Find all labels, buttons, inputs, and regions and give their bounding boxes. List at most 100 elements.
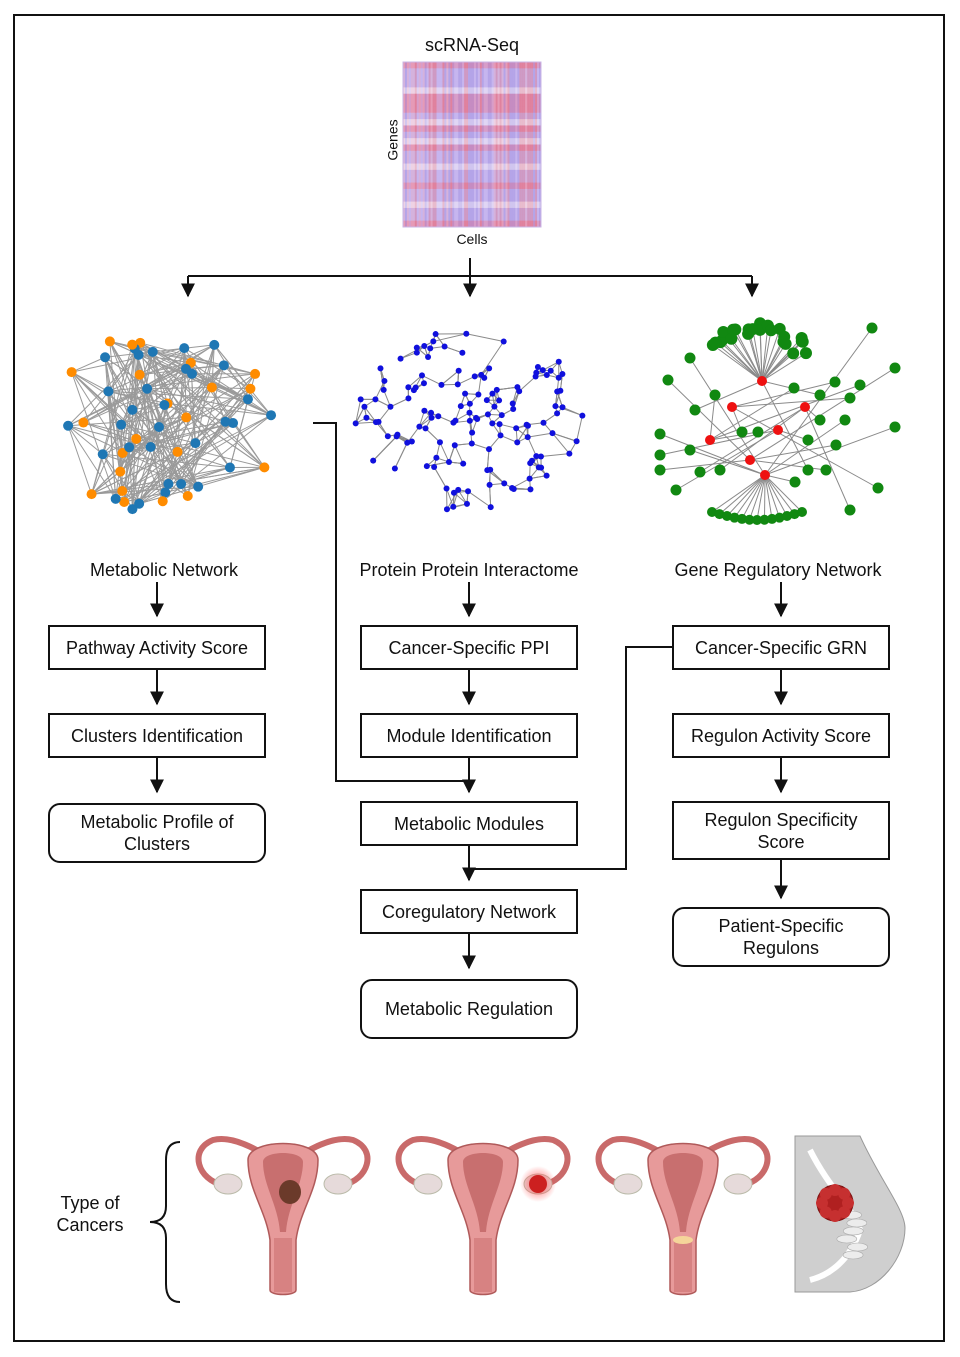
breast-lobule — [836, 1234, 858, 1244]
metabolic-edge — [108, 344, 215, 392]
ppi-node — [423, 463, 430, 470]
patient-specific-regulons-box: Patient-Specific Regulons — [672, 907, 890, 967]
ppi-node — [438, 381, 445, 388]
metabolic-node — [127, 404, 138, 415]
tumor-lobe — [829, 1210, 841, 1222]
grn-node — [802, 464, 814, 476]
ppi-node — [421, 343, 428, 350]
heatmap-cell-column — [477, 62, 480, 227]
vaginal-canal — [274, 1238, 292, 1292]
metabolic-regulation-box: Metabolic Regulation — [360, 979, 578, 1039]
heatmap-cell-column — [507, 62, 510, 227]
ppi-edge — [355, 421, 377, 424]
grn-node — [830, 439, 842, 451]
ppi-node — [579, 412, 586, 419]
heatmap-gene-row — [403, 169, 541, 177]
grn-edge — [749, 367, 896, 461]
heatmap-cell-column — [422, 62, 425, 227]
heatmap-cell-column — [454, 62, 457, 227]
metabolic-edge — [132, 362, 192, 411]
ovary-right — [323, 1173, 353, 1195]
grn-node — [670, 484, 682, 496]
ppi-node — [526, 475, 533, 482]
heatmap-cell-column — [464, 62, 467, 227]
heatmap-cell-column — [523, 62, 526, 227]
grn-edge — [761, 353, 794, 382]
ovary-left — [613, 1173, 643, 1195]
heatmap-cell-column — [414, 62, 417, 227]
metabolic-node — [134, 369, 145, 380]
metabolic-node — [117, 485, 128, 496]
metabolic-node — [157, 496, 168, 507]
heatmap-gene-row — [403, 74, 541, 82]
grn-edge — [734, 474, 766, 518]
metabolic-node — [116, 419, 127, 430]
figure-frame — [13, 14, 945, 1342]
grn-node — [872, 482, 884, 494]
metabolic-node — [124, 442, 135, 453]
metabolic-node — [206, 382, 217, 393]
ppi-node — [471, 373, 478, 380]
ppi-edge — [439, 442, 450, 463]
metabolic-edge — [108, 390, 248, 400]
ppi-node — [393, 433, 400, 440]
ppi-node — [432, 331, 439, 338]
ppi-node — [455, 367, 462, 374]
heatmap-cell-column — [529, 62, 532, 227]
ppi-node — [404, 439, 411, 446]
ppi-edge — [516, 425, 529, 443]
grn-edge — [731, 338, 763, 382]
heatmap-cell-column — [489, 62, 492, 227]
ppi-node — [428, 409, 435, 416]
metabolic-node — [153, 422, 164, 433]
ppi-node — [527, 486, 534, 493]
grn-node — [714, 509, 725, 520]
grn-edge — [764, 474, 766, 520]
heatmap-cell-column — [408, 62, 411, 227]
metabolic-edge — [213, 344, 251, 390]
heatmap-cell-column — [521, 62, 524, 227]
ppi-node — [484, 411, 491, 418]
metabolic-edge — [168, 398, 249, 485]
ppi-node — [486, 481, 493, 488]
breast-tumor-icon — [794, 1135, 906, 1293]
grn-edge — [719, 474, 766, 515]
ppi-edge — [400, 345, 425, 360]
ppi-node — [380, 386, 387, 393]
ppi-node — [466, 417, 473, 424]
ppi-node — [416, 423, 423, 430]
ppi-node — [452, 417, 459, 424]
grn-edge — [726, 474, 766, 517]
heatmap-cell-column — [499, 62, 502, 227]
metabolic-edge — [109, 341, 166, 493]
ppi-node — [555, 358, 562, 365]
heatmap-cell-column — [438, 62, 441, 227]
metabolic-edge — [163, 404, 199, 487]
heatmap-gene-row — [403, 125, 541, 132]
grn-edge — [764, 474, 803, 513]
heatmap-cell-column — [473, 62, 476, 227]
metabolic-edge — [140, 342, 256, 375]
ppi-node — [491, 403, 498, 410]
ppi-edge — [480, 341, 505, 376]
heatmap-cell-column — [418, 62, 421, 227]
metabolic-edge — [190, 362, 272, 416]
ppi-node — [500, 338, 507, 345]
metabolic-edge — [131, 354, 140, 510]
heatmap-cell-column — [448, 62, 451, 227]
regulon-activity-score-box: Regulon Activity Score — [672, 713, 890, 758]
ppi-edge — [527, 432, 553, 438]
grn-edge — [719, 406, 806, 471]
ppi-node — [547, 367, 554, 374]
ppi-node — [433, 454, 440, 461]
metabolic-node — [181, 412, 192, 423]
heatmap-gene-row — [403, 81, 541, 88]
metabolic-edge — [167, 451, 179, 485]
ppi-node — [489, 420, 496, 427]
ppi-node — [559, 371, 566, 378]
heatmap-cell-column — [539, 62, 541, 227]
ppi-node — [466, 409, 473, 416]
heatmap-cell-column — [503, 62, 506, 227]
heatmap-cell-column — [475, 62, 478, 227]
heatmap-gene-row — [403, 214, 541, 221]
